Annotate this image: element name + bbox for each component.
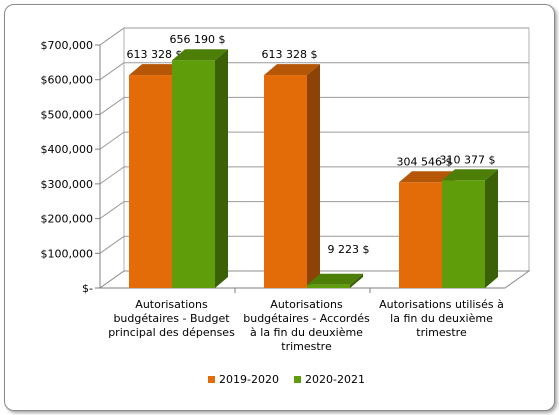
data-label: 310 377 $ — [440, 153, 496, 166]
bar-2019-2020-0 — [129, 75, 172, 289]
category-label: Autorisations utilisés à la fin du deuxiè… — [379, 298, 504, 339]
y-tick-label: $100,000 — [41, 247, 94, 260]
category-label: Autorisations budgétaires - Budget princip… — [108, 298, 235, 339]
gridline-side — [99, 166, 125, 185]
category-label: Autorisations budgétaires - Accordés à la … — [243, 298, 370, 353]
gridline-side — [99, 97, 125, 115]
legend-swatch-2019-2020 — [208, 376, 215, 383]
bar-2019-2020-2 — [399, 182, 442, 288]
legend-label: 2020-2021 — [305, 373, 365, 386]
y-tick-label: $600,000 — [41, 74, 94, 87]
bar-2020-2021-0 — [172, 60, 215, 288]
bar-top — [172, 49, 228, 61]
bar-top — [264, 64, 320, 76]
data-label: 656 190 $ — [170, 33, 226, 46]
y-tick-label: $- — [82, 282, 93, 295]
y-tick-label: $300,000 — [41, 178, 94, 191]
data-label: 613 328 $ — [262, 48, 318, 61]
bar-top — [399, 171, 455, 183]
bar-2020-2021-2 — [442, 180, 485, 288]
data-label: 304 546 $ — [397, 155, 453, 168]
bar-side — [307, 64, 320, 289]
y-tick-label: $400,000 — [41, 143, 94, 156]
gridline-side — [99, 62, 125, 81]
bar-top — [129, 64, 185, 76]
bar-side — [485, 169, 498, 288]
legend-swatch-2020-2021 — [294, 376, 301, 383]
bar-top — [307, 273, 363, 285]
gridline-side — [99, 201, 125, 219]
bar-2019-2020-1 — [264, 75, 307, 289]
y-tick-label: $700,000 — [41, 39, 94, 52]
y-tick-label: $500,000 — [41, 108, 94, 121]
data-label: 9 223 $ — [328, 243, 370, 256]
gridline-side — [99, 131, 125, 150]
data-label: 613 328 $ — [127, 48, 183, 61]
bar-2020-2021-1 — [307, 284, 350, 288]
legend-label: 2019-2020 — [219, 373, 279, 386]
bar-top — [442, 169, 498, 181]
y-tick-label: $200,000 — [41, 213, 94, 226]
bar-side — [350, 273, 363, 288]
bar-side — [215, 49, 228, 288]
gridline-side — [99, 27, 125, 46]
side-wall — [99, 27, 125, 289]
gridline-side — [99, 235, 125, 254]
